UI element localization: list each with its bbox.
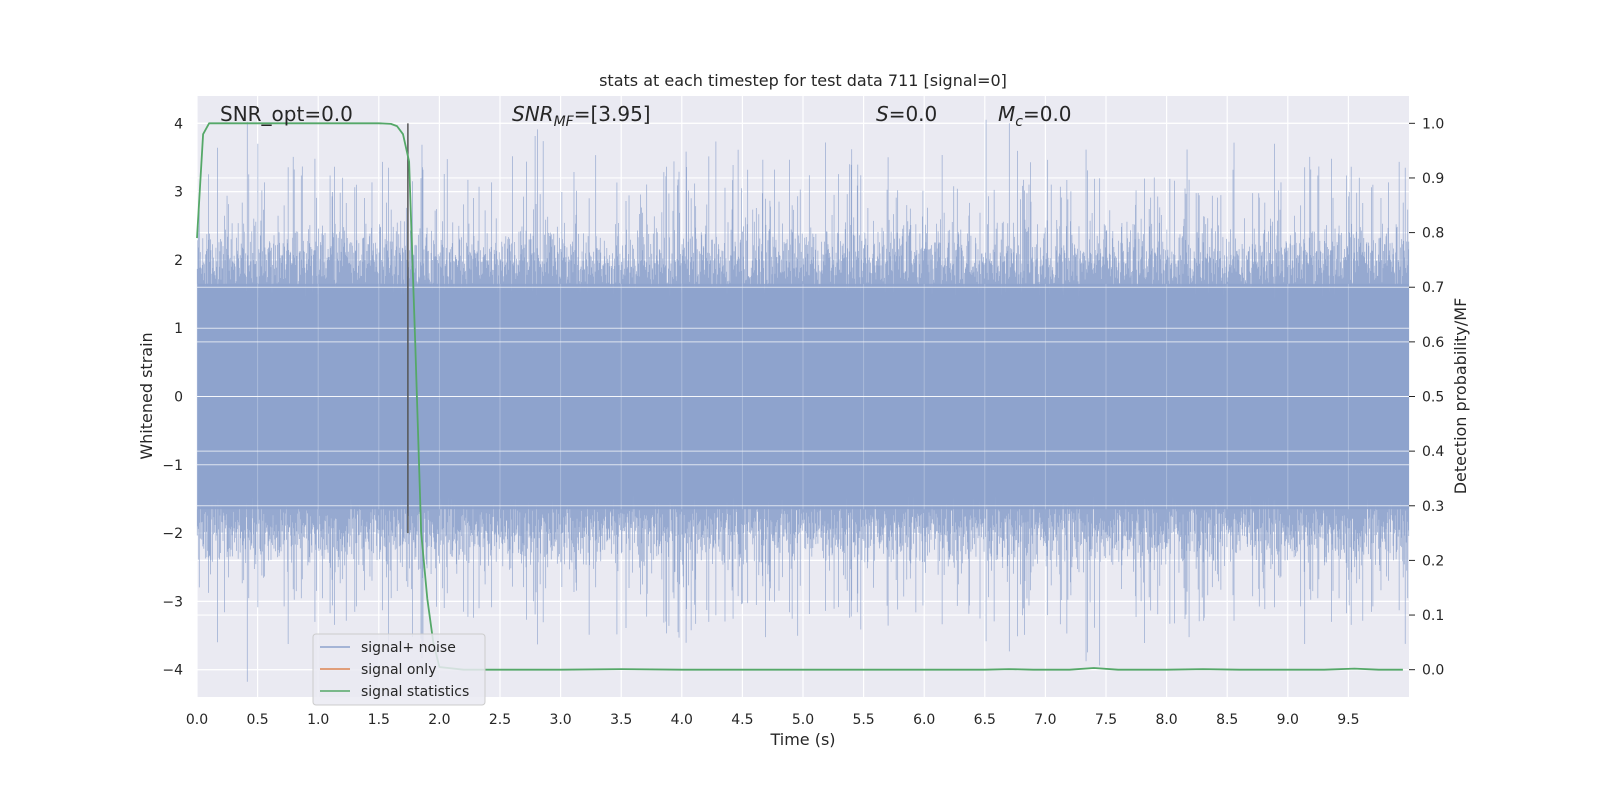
y-right-tick-label: 1.0 — [1422, 116, 1444, 132]
legend-label-signal-only: signal only — [361, 662, 436, 678]
y-right-tick-label: 0.1 — [1422, 608, 1444, 624]
annotation-snr-opt: SNR_opt=0.0 — [220, 102, 353, 126]
x-tick-label: 4.5 — [731, 712, 753, 728]
y-left-tick-label: 1 — [174, 321, 183, 337]
y-left-tick-label: −2 — [162, 526, 183, 542]
annotation-snr-mf-rest: =[3.95] — [574, 102, 651, 126]
x-tick-label: 4.0 — [671, 712, 693, 728]
x-tick-label: 2.5 — [489, 712, 511, 728]
x-tick-label: 6.5 — [974, 712, 996, 728]
y-right-tick-label: 0.5 — [1422, 390, 1444, 406]
legend-label-signal-noise: signal+ noise — [361, 640, 456, 656]
y-left-tick-label: −1 — [162, 458, 183, 474]
x-tick-label: 7.5 — [1095, 712, 1117, 728]
x-tick-label: 9.5 — [1337, 712, 1359, 728]
annotations: SNR_opt=0.0 SNRMF=[3.95] S=0.0 Mc=0.0 — [220, 102, 1072, 130]
x-tick-label: 0.0 — [186, 712, 208, 728]
ticks-layer: 0.0 0.5 1.0 1.5 2.0 2.5 3.0 3.5 4.0 4.5 5.0 5.5 6.0 6… — [162, 116, 1444, 728]
y-right-tick-label: 0.0 — [1422, 663, 1444, 679]
annotation-s-stat-base: S — [876, 102, 889, 126]
y-left-tick-label: −4 — [162, 663, 183, 679]
x-tick-label: 5.0 — [792, 712, 814, 728]
y-axis-label-left: Whitened strain — [137, 332, 156, 459]
x-tick-label: 0.5 — [246, 712, 268, 728]
x-tick-label: 7.0 — [1034, 712, 1056, 728]
x-tick-label: 6.0 — [913, 712, 935, 728]
noise-layer — [196, 119, 1410, 682]
x-tick-label: 5.5 — [852, 712, 874, 728]
x-tick-label: 1.5 — [368, 712, 390, 728]
x-tick-label: 2.0 — [428, 712, 450, 728]
x-tick-label: 3.5 — [610, 712, 632, 728]
y-left-tick-label: 3 — [174, 185, 183, 201]
annotation-snr-mf: SNRMF=[3.95] — [512, 102, 651, 130]
y-right-tick-label: 0.4 — [1422, 444, 1444, 460]
annotation-snr-mf-base: SNR — [512, 102, 554, 126]
x-tick-label: 1.0 — [307, 712, 329, 728]
y-right-tick-label: 0.7 — [1422, 280, 1444, 296]
legend-box — [312, 633, 486, 706]
stats-layer — [196, 122, 1403, 671]
annotation-chirp-mass-base: M — [998, 102, 1015, 126]
x-tick-label: 8.5 — [1216, 712, 1238, 728]
x-tick-label: 8.0 — [1155, 712, 1177, 728]
y-left-tick-label: 0 — [174, 390, 183, 406]
chart-title: stats at each timestep for test data 711… — [599, 71, 1007, 90]
annotation-s-stat-rest: =0.0 — [889, 102, 938, 126]
legend: signal+ noise signal only signal statist… — [312, 633, 486, 706]
y-right-tick-label: 0.8 — [1422, 226, 1444, 242]
y-right-tick-label: 0.3 — [1422, 499, 1444, 515]
annotation-snr-mf-sub: MF — [554, 114, 575, 130]
y-left-tick-label: −3 — [162, 594, 183, 610]
y-left-tick-label: 2 — [174, 253, 183, 269]
x-axis-label: Time (s) — [769, 730, 835, 749]
x-tick-label: 9.0 — [1277, 712, 1299, 728]
x-tick-label: 3.0 — [549, 712, 571, 728]
y-axis-label-right: Detection probability/MF — [1451, 298, 1470, 495]
y-right-tick-label: 0.6 — [1422, 335, 1444, 351]
annotation-chirp-mass-sub: c — [1015, 114, 1023, 130]
signal-statistics-line — [196, 122, 1403, 671]
annotation-chirp-mass: Mc=0.0 — [998, 102, 1072, 130]
legend-label-signal-statistics: signal statistics — [361, 684, 469, 700]
y-right-tick-label: 0.2 — [1422, 553, 1444, 569]
annotation-s-stat: S=0.0 — [876, 102, 937, 126]
y-right-tick-label: 0.9 — [1422, 171, 1444, 187]
y-left-tick-label: 4 — [174, 116, 183, 132]
annotation-chirp-mass-rest: =0.0 — [1023, 102, 1072, 126]
